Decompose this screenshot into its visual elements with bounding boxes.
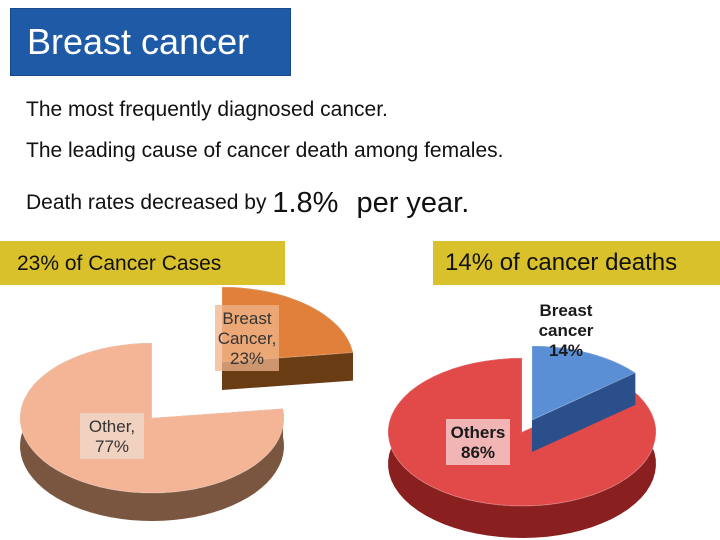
deaths-chart-title: 14% of cancer deaths [445,249,678,276]
deaths-label-0-line-0: Breast [540,301,593,320]
cases-banner: 23% of Cancer Cases [0,241,285,285]
deaths-slice-wall-0-1 [532,372,636,452]
deaths-label-0-line-2: 14% [549,341,583,360]
cases-label-1-line-0: Other, [89,417,135,436]
bullet-line-1: The most frequently diagnosed cancer. [26,98,388,121]
deaths-label-0-line-1: cancer [539,321,594,340]
cases-label-0-line-1: Cancer, [218,329,277,348]
deaths-slice-highlight [531,345,637,452]
bullet-line-3-suffix: per year. [356,187,470,219]
cases-slice-label-1: Other,77% [80,413,144,459]
bullet-line-3-value: 1.8% [272,187,339,219]
cases-chart-title: 23% of Cancer Cases [17,252,222,275]
title-box: Breast cancer [10,8,291,76]
deaths-label-1-line-1: 86% [461,443,495,462]
deaths-slice-top-0 [531,345,637,421]
cases-label-bg-1 [80,413,144,459]
slide-title: Breast cancer [27,21,250,62]
deaths-slice-top-1 [387,357,657,507]
cases-label-1-line-1: 77% [95,437,129,456]
cases-label-0-line-2: 23% [230,349,264,368]
deaths-label-1-line-0: Others [451,423,506,442]
cases-label-bg-0 [215,305,279,371]
cases-label-0-line-0: Breast [222,309,271,328]
deaths-label-bg-1 [446,419,510,465]
bullet-line-2: The leading cause of cancer death among … [26,139,504,162]
bullet-line-3-prefix: Death rates decreased by [26,191,267,214]
bullet-line-3: Death rates decreased by 1.8% per year. [26,184,470,219]
deaths-banner: 14% of cancer deaths [433,241,720,285]
